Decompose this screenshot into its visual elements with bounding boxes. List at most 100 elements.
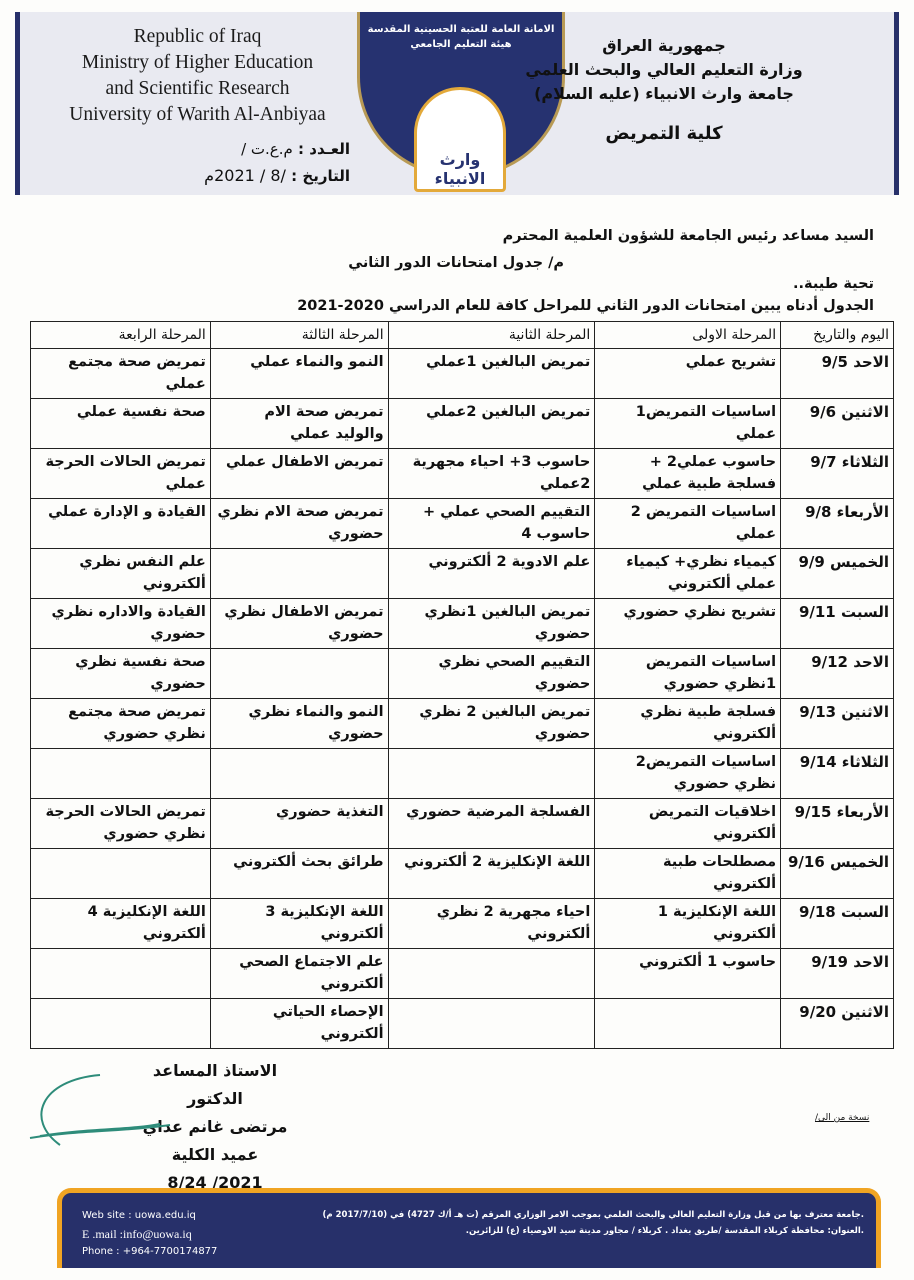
footer-recognition: .جامعة معترف بها من قبل وزارة التعليم ال… [322,1210,864,1220]
table-row: الخميس 9/16 مصطلحات طبية ألكتروني اللغة ال… [30,848,894,899]
college-name: كلية التمريض [605,123,723,144]
logo-text: هيئة التعليم الجامعي [410,39,512,50]
exam-cell: تمريض صحة مجتمع عملي [30,348,211,399]
exam-cell: علم الاجتماع الصحي ألكتروني [209,948,389,999]
table-row: الاحد 9/19 حاسوب 1 ألكتروني علم الاجتماع ا… [30,948,894,999]
day-date-cell: الأربعاء 9/15 [780,798,894,849]
day-date-cell: الاثنين 9/20 [780,998,894,1049]
exam-cell [387,948,596,999]
exam-cell [30,948,211,999]
exam-cell [387,998,596,1049]
exam-cell: اللغة الإنكليزية 3 ألكتروني [209,898,389,949]
exam-schedule-table: اليوم والتاريخ المرحلة الاولى المرحلة الثا… [30,321,894,1049]
ref-value: م.ع.ت / [241,140,293,158]
day-date-cell: الاحد 9/19 [780,948,894,999]
university-logo: الامانة العامة للعتبة الحسينية المقدسة هي… [352,12,570,192]
signatory-title: الاستاذ المساعد الدكتور [152,1061,278,1108]
reference-block: العـدد : م.ع.ت / التاريخ : /8 / 2021م [90,140,350,192]
footer-website: Web site : uowa.edu.iq [82,1210,196,1221]
day-date-cell: الاحد 9/12 [780,648,894,699]
exam-cell: كيمياء نظري+ كيمياء عملي ألكتروني [594,548,782,599]
logo-text: الامانة العامة للعتبة الحسينية المقدسة [367,24,555,35]
exam-cell: تشريح نظري حضوري [594,598,782,649]
day-date-cell: الخميس 9/9 [780,548,894,599]
exam-cell [30,848,211,899]
english-line: and Scientific Research [105,78,290,99]
day-date-cell: الخميس 9/16 [780,848,894,899]
footer-phone: Phone : +964-7700174877 [82,1246,218,1257]
table-row: الاحد 9/12 اساسيات التمريض 1نظري حضوري الت… [30,648,894,699]
greeting: تحية طيبة.. [793,276,874,292]
exam-cell: حاسوب عملي2 + فسلجة طبية عملي [594,448,782,499]
exam-cell: اخلاقيات التمريض ألكتروني [594,798,782,849]
footer-address: .العنوان: محافظة كربلاء المقدسة /طريق بغ… [465,1226,864,1236]
exam-cell [209,648,389,699]
exam-cell: اساسيات التمريض 1نظري حضوري [594,648,782,699]
arabic-line: جامعة وارث الانبياء (عليه السلام) [534,84,794,103]
exam-cell: تمريض الاطفال عملي [209,448,389,499]
footer-band: Web site : uowa.edu.iq E .mail :info@uow… [57,1188,881,1268]
exam-cell: التقييم الصحي نظري حضوري [387,648,596,699]
day-date-cell: الثلاثاء 9/7 [780,448,894,499]
exam-cell: التقييم الصحي عملي + حاسوب 4 [387,498,596,549]
table-row: الثلاثاء 9/14 اساسيات التمريض2 نظري حضوري [30,748,894,799]
exam-cell: صحة نفسية عملي [30,398,211,449]
exam-cell: تمريض صحة مجتمع نظري حضوري [30,698,211,749]
exam-cell [594,998,782,1049]
exam-cell [209,748,389,799]
table-row: الاحد 9/5 تشريح عملي تمريض البالغين 1عملي ا… [30,348,894,399]
signatory-position: عميد الكلية [171,1145,259,1164]
arabic-header: جمهورية العراق وزارة التعليم العالي والب… [504,34,824,146]
header-row: اليوم والتاريخ المرحلة الاولى المرحلة الثا… [30,321,894,349]
date-value: /8 / 2021م [204,166,286,185]
logo-name: وارث الانبياء [434,150,486,188]
english-line: Republic of Iraq [133,26,262,47]
exam-cell: تمريض صحة الام نظري حضوري [209,498,389,549]
exam-cell: الفسلجة المرضية حضوري [387,798,596,849]
exam-cell: اساسيات التمريض1 عملي [594,398,782,449]
exam-cell: اساسيات التمريض 2 عملي [594,498,782,549]
signatory-name: مرتضى غانم عداي [142,1117,288,1136]
table-row: الخميس 9/9 كيمياء نظري+ كيمياء عملي ألكتر… [30,548,894,599]
day-date-cell: الاثنين 9/6 [780,398,894,449]
exam-cell: طرائق بحث ألكتروني [209,848,389,899]
column-header: المرحلة الرابعة [30,321,211,349]
exam-cell: اساسيات التمريض2 نظري حضوري [594,748,782,799]
exam-cell: تمريض صحة الام والوليد عملي [209,398,389,449]
logo-emblem: وارث الانبياء [414,87,506,192]
english-header: Republic of Iraq Ministry of Higher Educ… [40,24,355,128]
exam-cell: علم الادوية 2 ألكتروني [387,548,596,599]
column-header: المرحلة الاولى [594,321,782,349]
exam-cell [30,748,211,799]
column-header: المرحلة الثانية [387,321,596,349]
ref-label: العـدد : [298,140,350,158]
table-row: الأربعاء 9/15 اخلاقيات التمريض ألكتروني ال… [30,798,894,849]
day-date-cell: الأربعاء 9/8 [780,498,894,549]
exam-cell: التغذية حضوري [209,798,389,849]
english-line: University of Warith Al-Anbiyaa [69,104,326,125]
exam-cell: احياء مجهرية 2 نظري ألكتروني [387,898,596,949]
exam-cell: اللغة الإنكليزية 1 ألكتروني [594,898,782,949]
copy-note: نسخة من الى/ [815,1113,870,1123]
english-line: Ministry of Higher Education [81,52,314,73]
exam-cell: تمريض البالغين 1عملي [387,348,596,399]
signature-date: 2021/ 8/24 [167,1173,263,1192]
exam-cell: تمريض الاطفال نظري حضوري [209,598,389,649]
exam-cell: تمريض البالغين 2عملي [387,398,596,449]
exam-cell: النمو والنماء عملي [209,348,389,399]
table-row: السبت 9/18 اللغة الإنكليزية 1 ألكتروني احي… [30,898,894,949]
exam-cell: علم النفس نظري ألكتروني [30,548,211,599]
intro: الجدول أدناه يبين امتحانات الدور الثاني … [297,298,874,314]
exam-cell [209,548,389,599]
footer-email: E .mail :info@uowa.iq [82,1227,192,1241]
column-header: اليوم والتاريخ [780,321,894,349]
exam-cell: فسلجة طبية نظري ألكتروني [594,698,782,749]
exam-cell: تمريض الحالات الحرجة نظري حضوري [30,798,211,849]
exam-cell [387,748,596,799]
day-date-cell: الاثنين 9/13 [780,698,894,749]
exam-cell: الإحصاء الحياتي ألكتروني [209,998,389,1049]
table-row: الأربعاء 9/8 اساسيات التمريض 2 عملي التقيي… [30,498,894,549]
arabic-line: وزارة التعليم العالي والبحث العلمي [525,60,803,79]
exam-cell: اللغة الإنكليزية 2 ألكتروني [387,848,596,899]
